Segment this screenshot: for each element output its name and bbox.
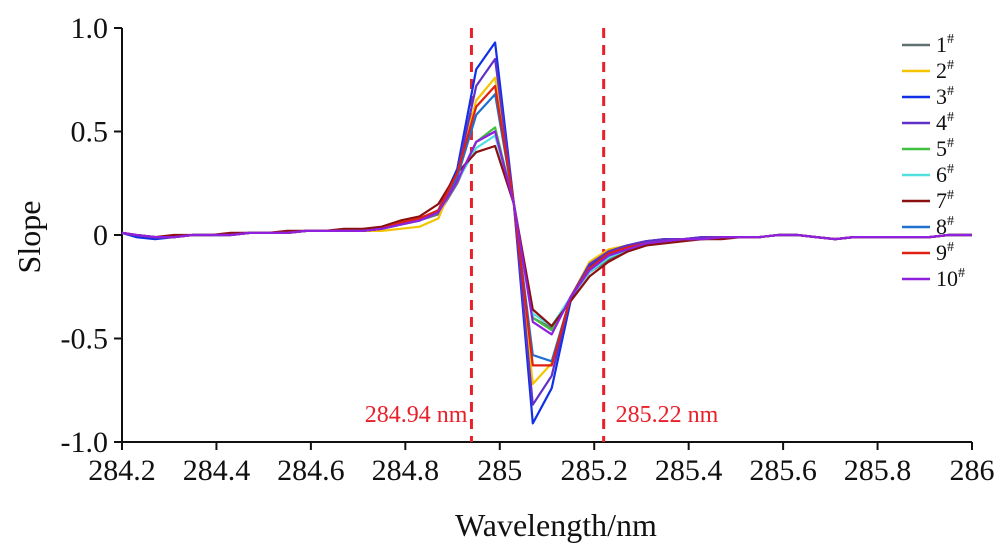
annotation-label-bg <box>362 402 470 428</box>
legend-label: 9# <box>936 240 954 265</box>
series-line-5 <box>121 126 972 332</box>
y-tick-label: -1.0 <box>61 426 109 459</box>
series-line-7 <box>121 144 972 328</box>
series-line-1 <box>121 130 972 330</box>
annotation-label-bg <box>613 402 721 428</box>
x-tick-label: 285.8 <box>844 454 912 487</box>
x-tick-label: 286 <box>950 454 995 487</box>
legend-superscript: # <box>958 266 965 281</box>
legend-superscript: # <box>947 240 954 255</box>
annotation-labels: 284.94 nm 285.22 nm <box>362 402 721 428</box>
y-axis-title: Slope <box>11 201 47 274</box>
series-line-6 <box>121 134 972 328</box>
legend-label: 10# <box>936 266 965 291</box>
axes: -1.0 -0.5 0 0.5 1.0 284.2 284.4 284.6 284.8 285 28… <box>61 12 995 487</box>
series-line-10 <box>121 130 972 336</box>
legend: 1#2#3#4#5#6#7#8#9#10# <box>902 32 965 291</box>
x-axis-title: Wavelength/nm <box>455 507 657 543</box>
legend-superscript: # <box>947 32 954 47</box>
legend-superscript: # <box>947 188 954 203</box>
legend-superscript: # <box>947 84 954 99</box>
series-lines <box>121 41 972 425</box>
legend-superscript: # <box>947 58 954 73</box>
annotation-label: 284.94 nm <box>365 402 468 428</box>
legend-label: 4# <box>936 110 954 135</box>
legend-label: 6# <box>936 162 954 187</box>
legend-superscript: # <box>947 136 954 151</box>
annotation-label: 285.22 nm <box>616 402 719 428</box>
legend-label: 7# <box>936 188 954 213</box>
x-tick-label: 285 <box>477 454 522 487</box>
x-tick-label: 284.8 <box>372 454 440 487</box>
x-tick-label: 285.2 <box>560 454 628 487</box>
legend-label: 1# <box>936 32 954 57</box>
legend-label: 3# <box>936 84 954 109</box>
y-tick-label: -0.5 <box>61 323 109 356</box>
x-tick-label: 284.4 <box>183 454 251 487</box>
x-tick-label: 285.4 <box>655 454 723 487</box>
legend-superscript: # <box>947 110 954 125</box>
y-tick-label: 0.5 <box>71 116 109 149</box>
legend-label: 5# <box>936 136 954 161</box>
y-tick-label: 1.0 <box>71 12 109 45</box>
x-tick-label: 285.6 <box>749 454 817 487</box>
x-tick-label: 284.2 <box>88 454 156 487</box>
legend-superscript: # <box>947 214 954 229</box>
legend-superscript: # <box>947 162 954 177</box>
series-line-2 <box>121 76 972 386</box>
legend-label: 2# <box>936 58 954 83</box>
x-tick-label: 284.6 <box>277 454 345 487</box>
y-tick-label: 0 <box>93 219 108 252</box>
